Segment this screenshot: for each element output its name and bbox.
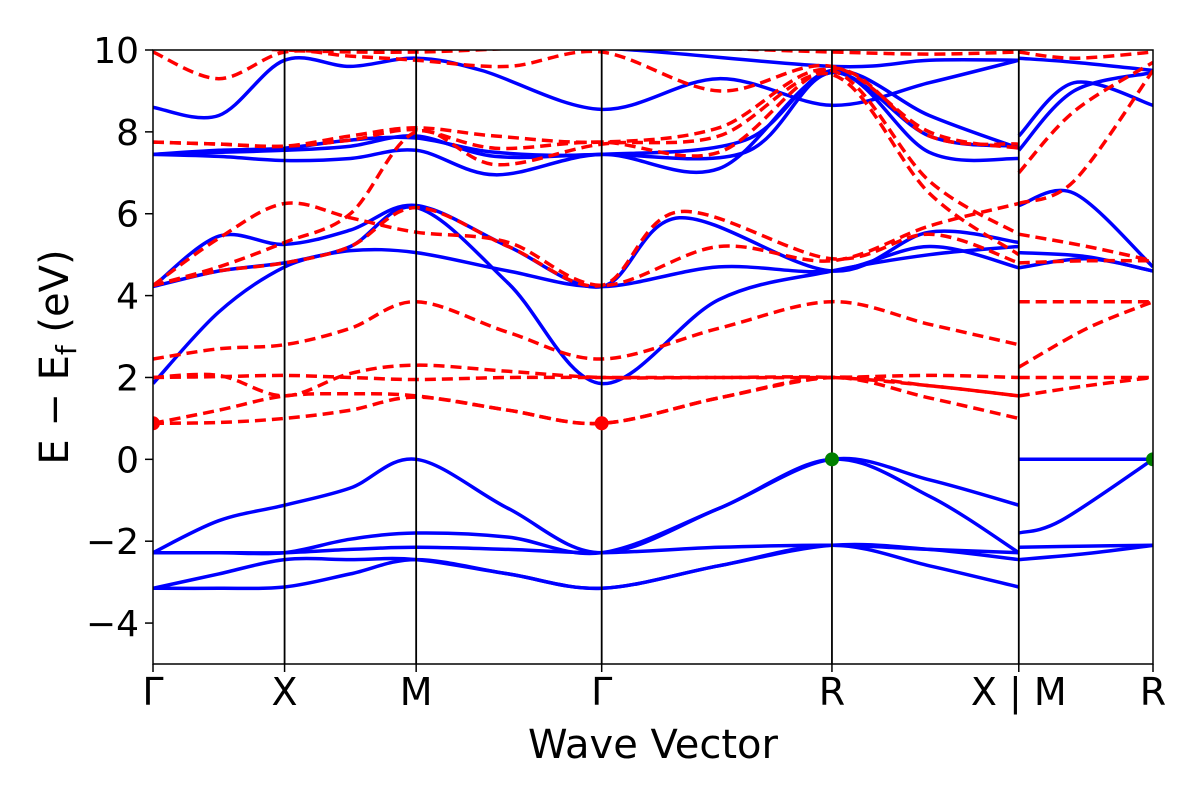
solid-band-21-0 (1017, 80, 1153, 138)
y-tick-label: 8 (116, 113, 139, 154)
dashed-band-6-0 (153, 205, 1020, 288)
solid-band-7-0 (153, 203, 1020, 289)
solid-band-1-0 (153, 543, 1020, 591)
dashed-band-3-0 (153, 363, 1019, 398)
kpoint-label: Γ (591, 670, 612, 714)
dashed-band-9-0 (153, 66, 1019, 158)
dashed-band-16-0 (1018, 258, 1153, 265)
kpoint-labels: Γ X M Γ R X | M R (142, 664, 1166, 715)
y-tick-label: 0 (116, 440, 139, 481)
y-axis-title-unit: (eV) (32, 249, 78, 345)
dashed-band-10-0 (153, 50, 1020, 150)
y-axis-title-sub: f (50, 344, 83, 355)
extremum-marker (594, 416, 609, 431)
dashed-band-17-0 (1018, 232, 1153, 263)
extremum-marker (153, 416, 160, 431)
extremum-marker (1146, 452, 1153, 467)
solid-band-16-0 (1018, 543, 1153, 562)
dashed-band-19-0 (1017, 60, 1153, 174)
solid-band-14-0 (1018, 457, 1153, 535)
kpoint-label: R (819, 670, 845, 714)
dashed-band-14-0 (1017, 300, 1153, 369)
y-tick-label: 10 (93, 31, 139, 72)
dashed-band-12-0 (1018, 375, 1153, 398)
solid-band-4-0 (153, 457, 1020, 555)
kpoint-label: R (1140, 670, 1166, 714)
solid-band-22-0 (1018, 56, 1153, 73)
markers-layer (153, 416, 1153, 467)
y-tick-label: 4 (116, 277, 139, 318)
solid-band-3-0 (153, 456, 1020, 556)
dashed-band-0-0 (153, 375, 1020, 426)
dashed-band-2-0 (153, 373, 1019, 398)
solid-band-20-0 (1017, 70, 1153, 152)
y-tick-label: −2 (86, 522, 139, 563)
kpoint-lines (283, 50, 1020, 664)
y-axis-title-main: E − E (32, 355, 78, 465)
y-axis-title: E − Ef (eV) (32, 249, 83, 464)
bands-layer (153, 50, 1153, 591)
dashed-band-18-0 (1018, 69, 1153, 206)
x-axis-title: Wave Vector (528, 722, 779, 768)
solid-band-12-0 (606, 50, 1019, 69)
y-ticks: −4 −2 0 2 4 6 8 10 (86, 31, 153, 645)
kpoint-label: X | M (971, 670, 1067, 715)
dashed-band-4-0 (153, 299, 1020, 361)
solid-band-19-0 (1018, 188, 1153, 269)
solid-band-10-0 (153, 68, 1020, 158)
dashed-band-1-0 (153, 375, 1019, 426)
solid-band-8-0 (153, 70, 1019, 177)
extremum-marker (824, 452, 839, 467)
dashed-band-5-0 (153, 201, 1020, 288)
solid-band-18-0 (1018, 250, 1153, 273)
y-tick-label: −4 (86, 604, 139, 645)
dashed-band-11-0 (249, 50, 1019, 56)
plot-frame (152, 49, 1154, 665)
kpoint-label: Γ (142, 670, 163, 714)
y-tick-label: 6 (116, 195, 139, 236)
y-tick-label: 2 (116, 358, 139, 399)
solid-band-11-0 (153, 55, 1020, 120)
kpoint-label: X (272, 670, 298, 714)
dashed-band-20-0 (1018, 50, 1153, 60)
kpoint-label: M (400, 670, 433, 714)
